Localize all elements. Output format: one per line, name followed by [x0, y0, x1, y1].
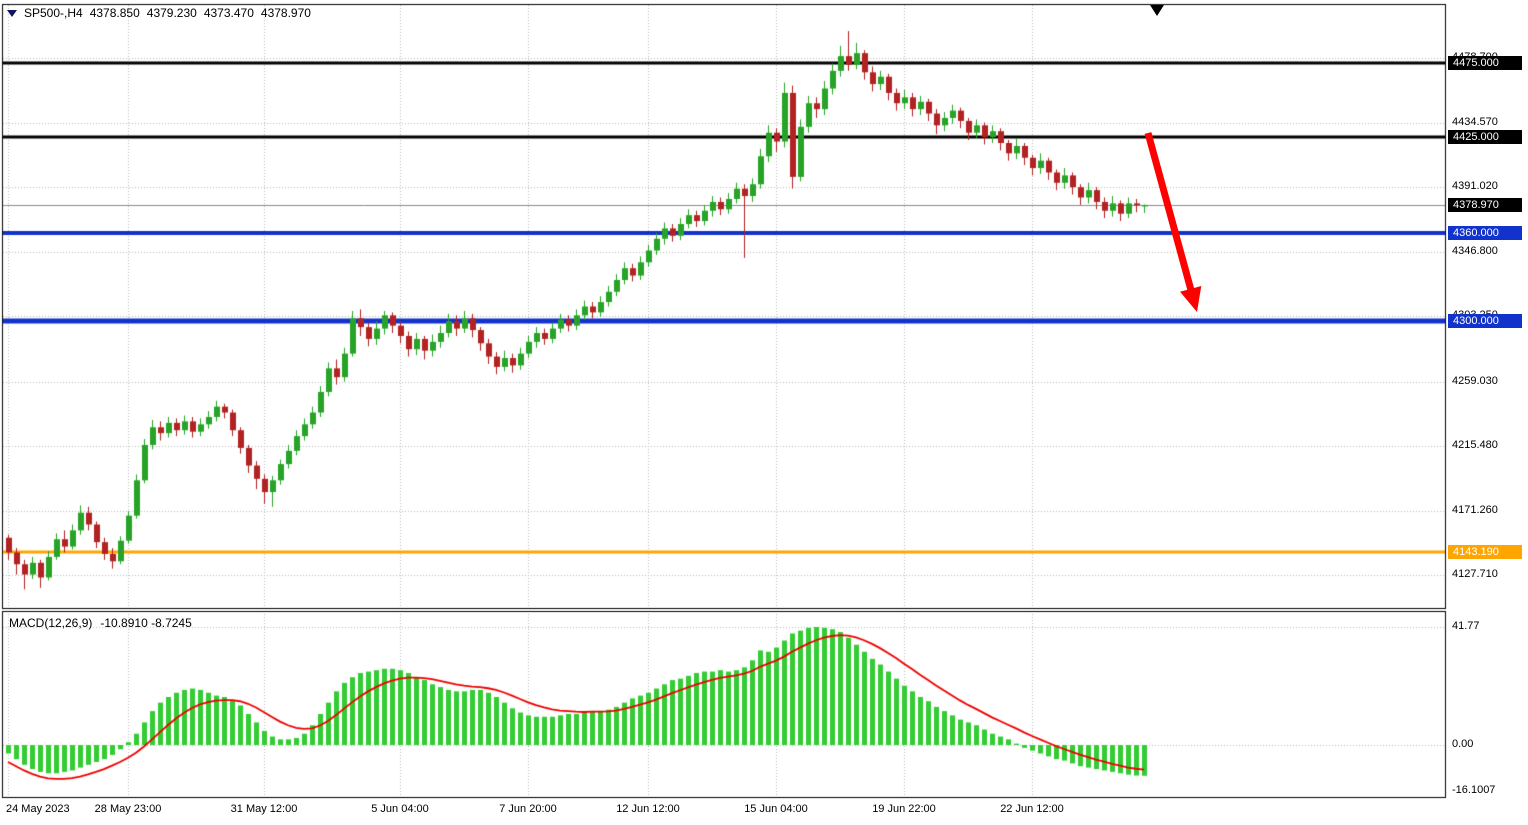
- time-axis-label: 19 Jun 22:00: [872, 803, 936, 815]
- price-axis-label: 4346.800: [1452, 245, 1498, 257]
- macd-name: MACD(12,26,9): [9, 616, 93, 630]
- price-axis-label: -16.1007: [1452, 784, 1496, 796]
- price-badge: 4425.000: [1448, 130, 1522, 144]
- macd-indicator-label: MACD(12,26,9) -10.8910 -8.7245: [9, 616, 192, 630]
- price-badge: 4475.000: [1448, 56, 1522, 70]
- macd-values: -10.8910 -8.7245: [100, 616, 192, 630]
- price-axis-label: 4171.260: [1452, 504, 1498, 516]
- low-value: 4373.470: [203, 6, 254, 20]
- price-axis-label: 4391.020: [1452, 180, 1498, 192]
- price-axis[interactable]: 4478.7004434.5704391.0204346.8004303.250…: [1446, 0, 1528, 825]
- price-badge: 4143.190: [1448, 545, 1522, 559]
- price-badge: 4378.970: [1448, 198, 1522, 212]
- price-badge: 4300.000: [1448, 314, 1522, 328]
- chart-ohlc-header: SP500-,H4 4378.850 4379.230 4373.470 437…: [7, 6, 311, 20]
- close-value: 4378.970: [260, 6, 311, 20]
- time-axis-label: 12 Jun 12:00: [616, 803, 680, 815]
- time-axis-label: 24 May 2023: [6, 803, 70, 815]
- price-axis-label: 41.77: [1452, 620, 1480, 632]
- time-axis-label: 28 May 23:00: [94, 803, 162, 815]
- time-axis-label: 7 Jun 20:00: [499, 803, 557, 815]
- chart-shift-marker-icon[interactable]: [1150, 5, 1164, 16]
- price-axis-label: 4215.480: [1452, 439, 1498, 451]
- price-axis-label: 4259.030: [1452, 375, 1498, 387]
- price-badge: 4360.000: [1448, 226, 1522, 240]
- symbol-marker-icon[interactable]: [7, 9, 17, 17]
- price-axis-label: 4434.570: [1452, 116, 1498, 128]
- time-axis-label: 31 May 12:00: [230, 803, 298, 815]
- symbol-timeframe-label: SP500-,H4: [24, 6, 83, 20]
- time-axis-label: 22 Jun 12:00: [1000, 803, 1064, 815]
- open-value: 4378.850: [89, 6, 140, 20]
- time-axis-label: 15 Jun 04:00: [744, 803, 808, 815]
- price-axis-label: 4127.710: [1452, 568, 1498, 580]
- high-value: 4379.230: [146, 6, 197, 20]
- time-axis[interactable]: 24 May 2023 28 May 23:00 31 May 12:00 5 Jun…: [2, 799, 1446, 825]
- time-axis-label: 5 Jun 04:00: [371, 803, 429, 815]
- price-axis-label: 0.00: [1452, 738, 1474, 750]
